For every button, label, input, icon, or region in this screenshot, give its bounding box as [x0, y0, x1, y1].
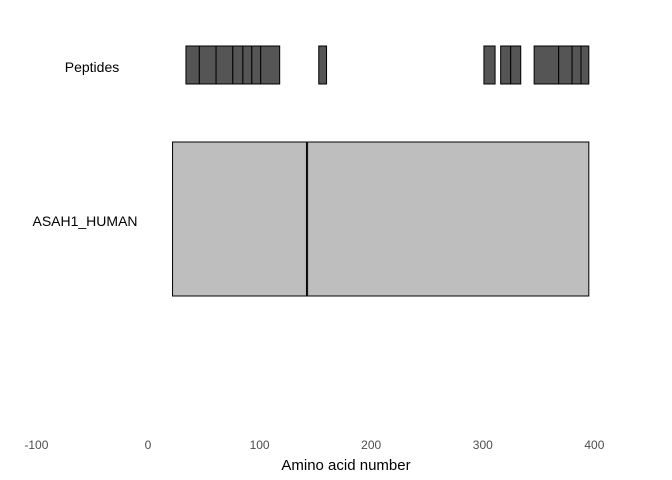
peptide-segment-5 — [242, 45, 253, 85]
peptide-segment-9 — [483, 45, 496, 85]
x-tick-label: -100 — [24, 438, 48, 452]
peptide-segment-3 — [215, 45, 234, 85]
peptide-segment-6 — [251, 45, 262, 85]
peptide-segment-14 — [571, 45, 582, 85]
peptide-segment-10 — [500, 45, 512, 85]
peptide-segment-2 — [198, 45, 217, 85]
protein-row-label: ASAH1_HUMAN — [32, 213, 137, 229]
peptide-segment-15 — [580, 45, 590, 85]
x-tick-label: 300 — [473, 438, 493, 452]
peptide-segment-13 — [558, 45, 573, 85]
x-tick-label: 400 — [584, 438, 604, 452]
x-tick-label: 200 — [361, 438, 381, 452]
protein-domain-2 — [307, 141, 590, 297]
x-tick-label: 100 — [250, 438, 270, 452]
peptide-segment-1 — [185, 45, 200, 85]
peptide-segment-12 — [533, 45, 560, 85]
peptide-segment-8 — [318, 45, 328, 85]
peptides-row-label: Peptides — [65, 59, 119, 75]
x-axis-title: Amino acid number — [281, 457, 410, 474]
segments-layer — [172, 45, 590, 297]
x-tick-label: 0 — [145, 438, 152, 452]
peptide-segment-11 — [510, 45, 522, 85]
peptide-segment-4 — [232, 45, 244, 85]
protein-domain-1 — [172, 141, 307, 297]
peptide-segment-7 — [260, 45, 281, 85]
x-axis-ticks: -100 0 100 200 300 400 — [24, 438, 604, 452]
